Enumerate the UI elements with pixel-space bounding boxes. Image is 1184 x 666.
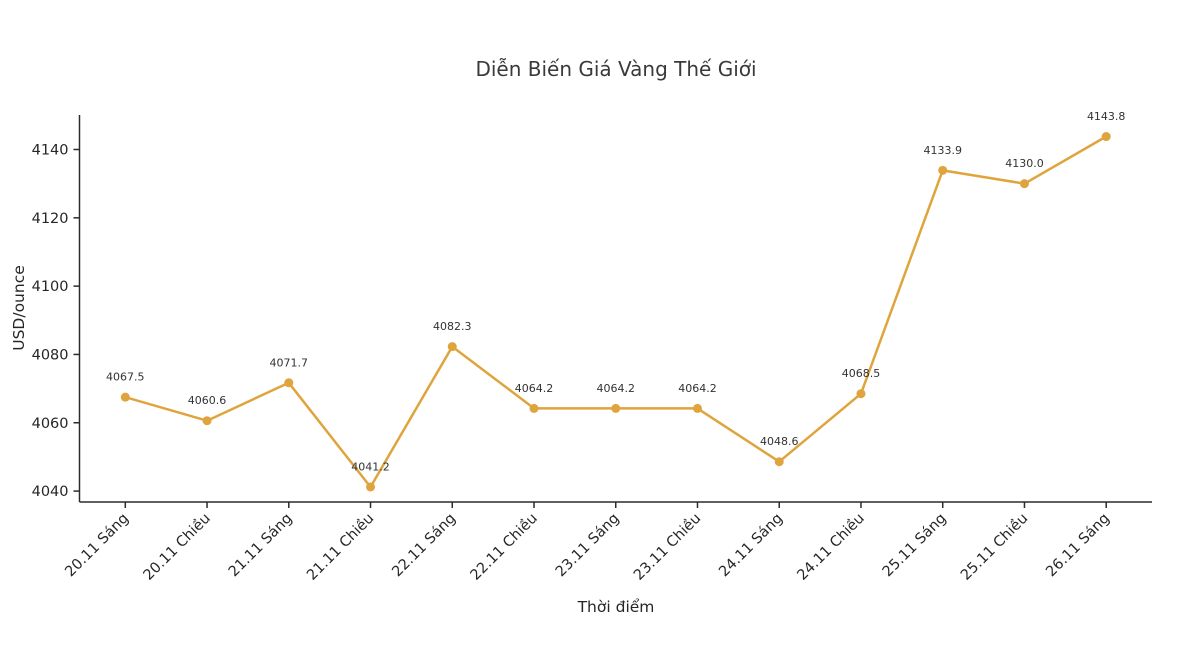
x-tick-label: 21.11 Chiều — [303, 510, 377, 584]
y-tick-label: 4040 — [32, 484, 69, 500]
x-tick-label: 22.11 Sáng — [389, 511, 459, 581]
y-tick-label: 4060 — [32, 416, 69, 432]
y-tick-label: 4140 — [32, 142, 69, 158]
data-point-marker — [284, 378, 294, 388]
data-point-label: 4048.6 — [760, 435, 799, 448]
data-point-label: 4041.2 — [351, 460, 390, 473]
data-point-label: 4060.6 — [188, 394, 227, 407]
x-tick-label: 26.11 Sáng — [1043, 511, 1113, 581]
x-tick-label: 25.11 Sáng — [880, 511, 950, 581]
data-point-label: 4064.2 — [678, 382, 717, 395]
x-tick-label: 22.11 Chiều — [467, 510, 541, 584]
data-point-marker — [856, 389, 866, 399]
data-point-marker — [938, 165, 948, 175]
data-point-label: 4064.2 — [597, 382, 636, 395]
data-point-marker — [774, 457, 784, 467]
x-tick-label: 21.11 Sáng — [226, 511, 296, 581]
x-tick-label: 24.11 Sáng — [716, 511, 786, 581]
data-point-label: 4082.3 — [433, 320, 472, 333]
data-point-marker — [202, 416, 212, 426]
x-tick-label: 20.11 Sáng — [62, 511, 132, 581]
data-point-label: 4071.7 — [270, 356, 309, 369]
x-axis-title: Thời điểm — [577, 598, 655, 616]
y-axis-title: USD/ounce — [10, 265, 28, 351]
plot-area: 4040 4060 4080 4100 4120 4140 20.11 Sáng 20.11 … — [32, 110, 1152, 584]
data-point-label: 4133.9 — [923, 144, 962, 157]
data-point-marker — [1019, 179, 1029, 189]
chart-title: Diễn Biến Giá Vàng Thế Giới — [475, 57, 756, 81]
data-point-label: 4143.8 — [1087, 110, 1126, 123]
data-point-marker — [529, 403, 539, 413]
y-tick-label: 4120 — [32, 211, 69, 227]
x-tick-label: 24.11 Chiều — [794, 510, 868, 584]
data-point-label: 4130.0 — [1005, 157, 1044, 170]
y-tick-label: 4100 — [32, 279, 69, 295]
x-tick-label: 23.11 Sáng — [553, 511, 623, 581]
data-point-label: 4067.5 — [106, 371, 145, 384]
y-tick-label: 4080 — [32, 347, 69, 363]
x-tick-label: 23.11 Chiều — [630, 510, 704, 584]
data-point-marker — [366, 482, 376, 492]
x-tick-label: 20.11 Chiều — [140, 510, 214, 584]
data-point-marker — [692, 403, 702, 413]
data-point-label: 4068.5 — [842, 367, 881, 380]
data-point-marker — [1101, 132, 1111, 142]
data-point-marker — [611, 403, 621, 413]
data-point-label: 4064.2 — [515, 382, 554, 395]
data-point-marker — [447, 342, 457, 352]
price-line — [124, 135, 1108, 489]
data-point-marker — [120, 392, 130, 402]
x-tick-label: 25.11 Chiều — [957, 510, 1031, 584]
